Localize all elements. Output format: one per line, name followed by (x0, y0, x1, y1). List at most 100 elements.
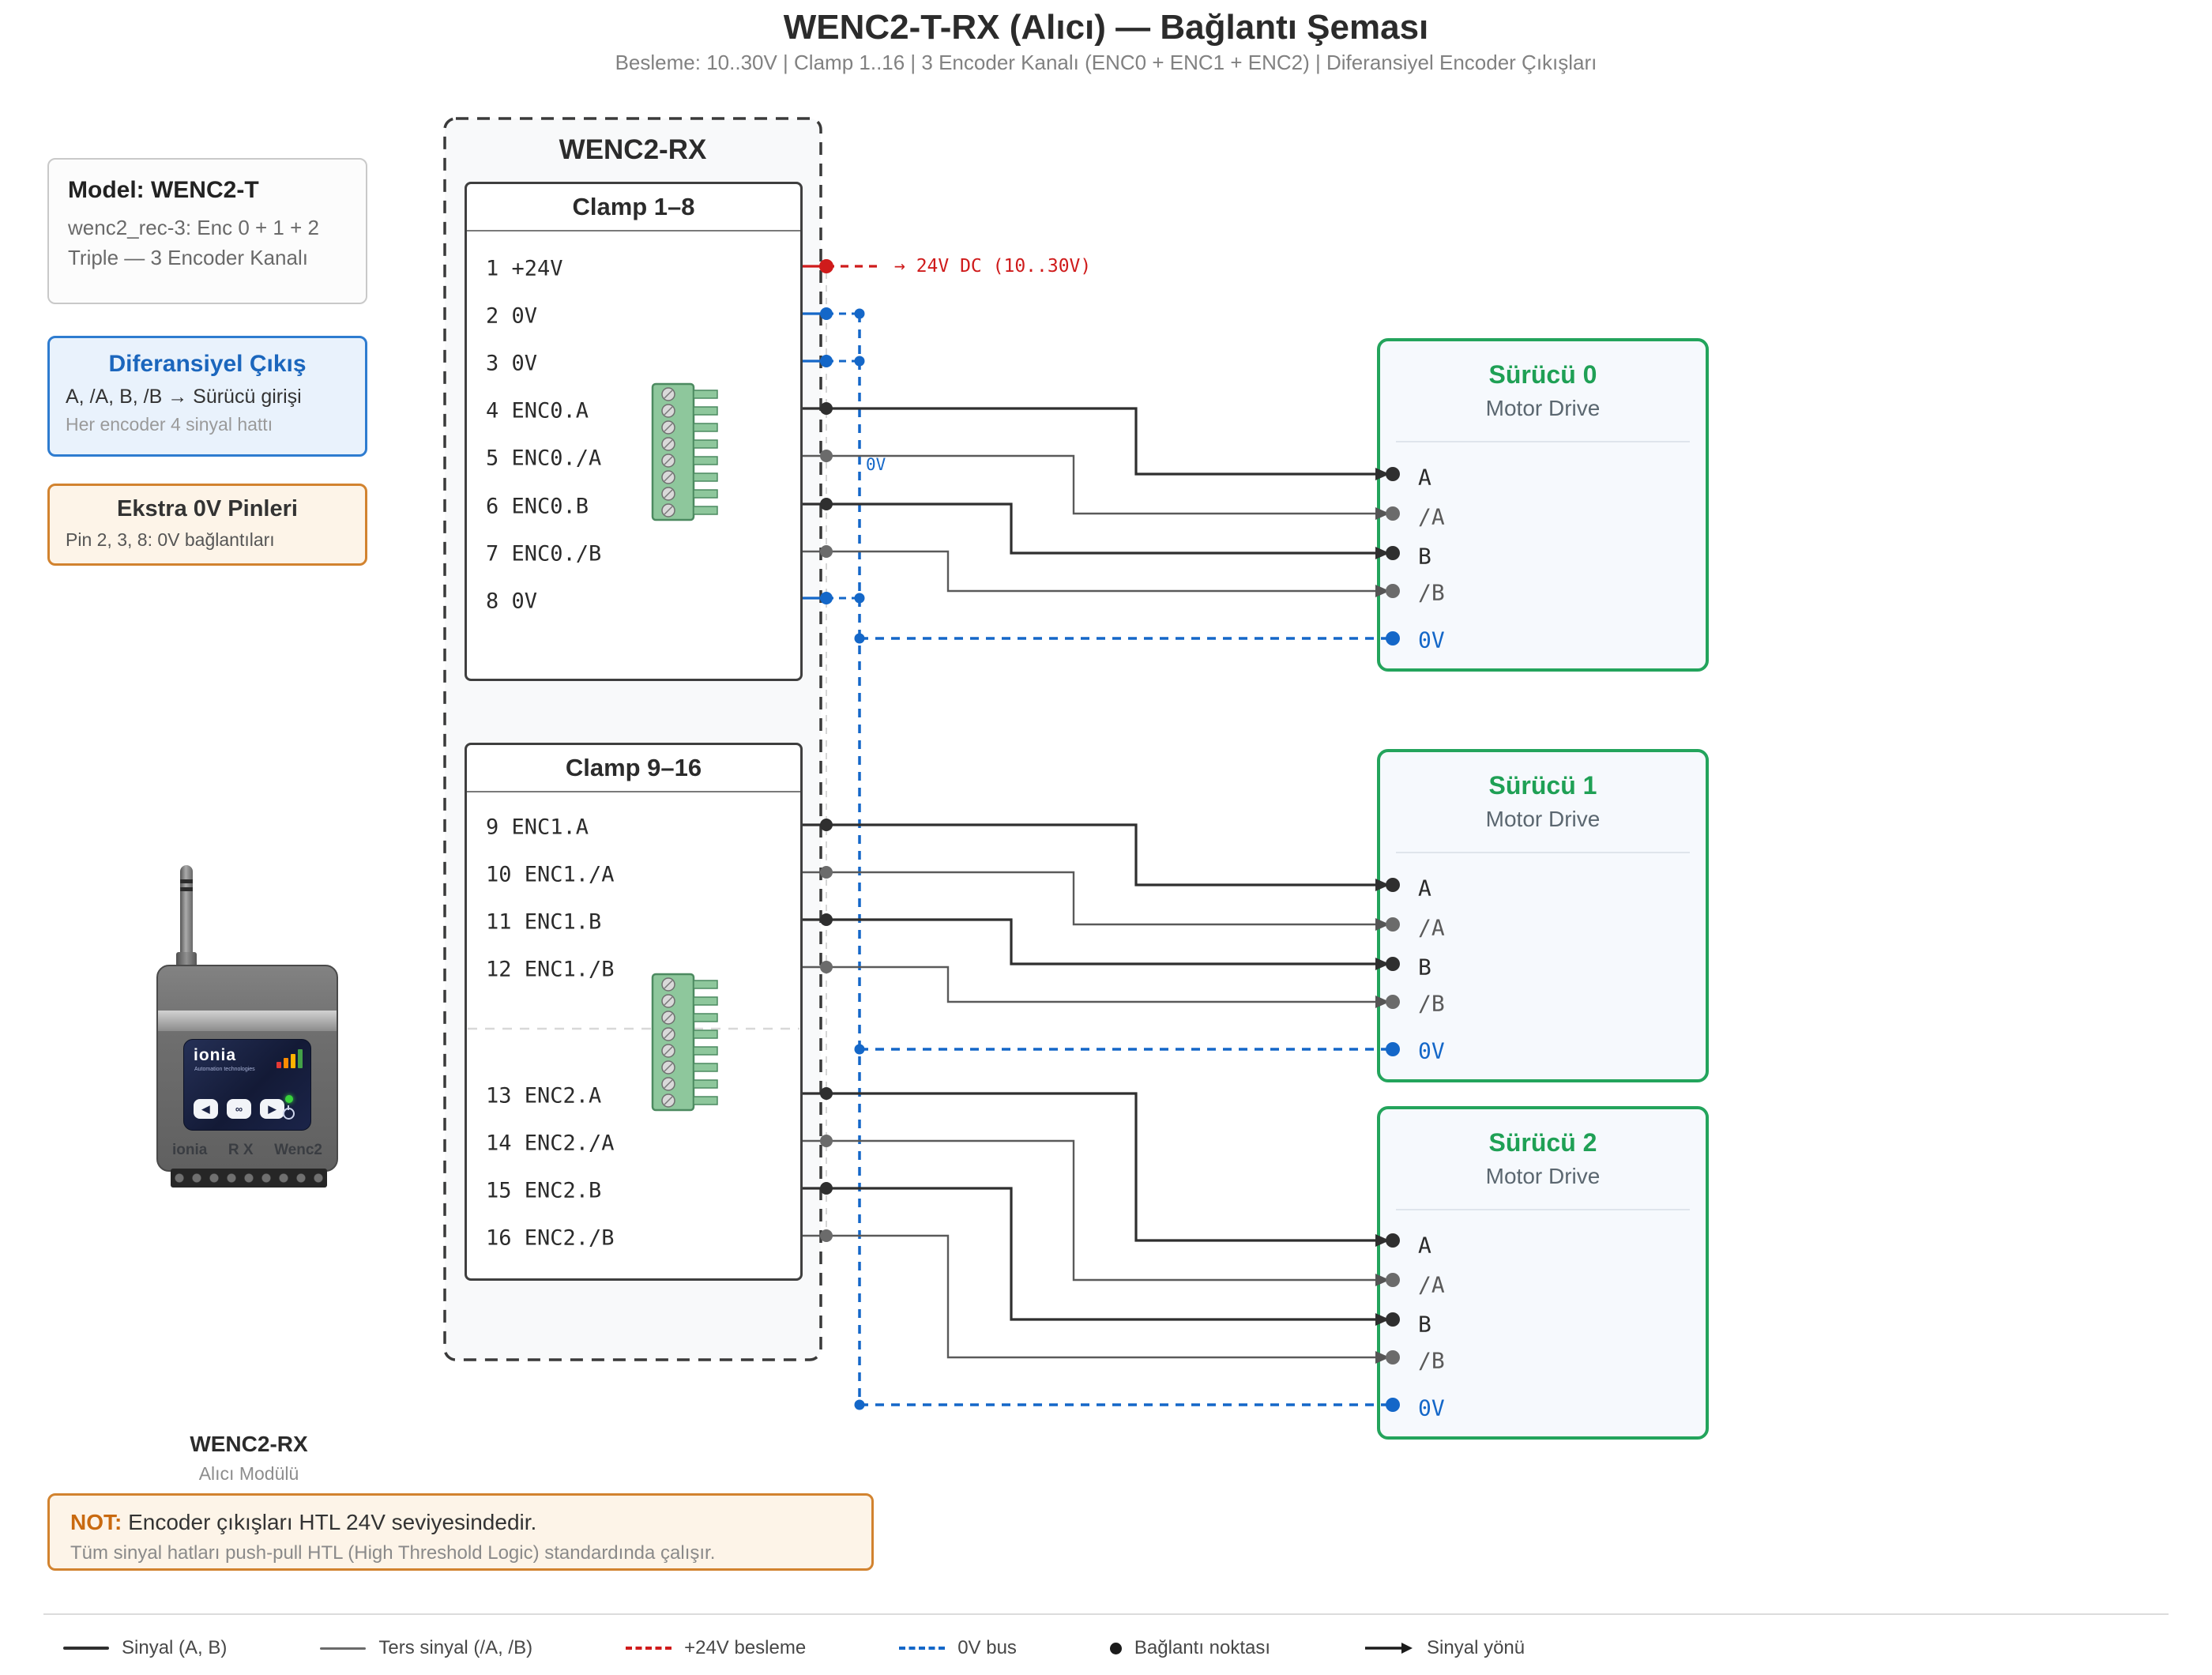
wire-enc2-b (803, 1187, 1375, 1321)
clamp-connection-dots (820, 402, 833, 1242)
inverse-line-swatch (320, 1647, 367, 1650)
legend-label: 0V bus (957, 1637, 1017, 1658)
legend: Sinyal (A, B) Ters sinyal (/A, /B) +24V … (63, 1626, 2165, 1670)
differential-output-title: Diferansiyel Çıkış (108, 351, 307, 377)
note-line-1: NOT: Encoder çıkışları HTL 24V seviyesin… (70, 1510, 851, 1535)
wire-enc0-a (803, 407, 1375, 476)
device-body-labels: ionia R X Wenc2 (172, 1142, 322, 1159)
enc2-wires (803, 1092, 1375, 1359)
pin-16: 16 ENC2./B (486, 1225, 615, 1251)
drive-0-input-0v: 0V (1418, 627, 1445, 653)
bus-0v-dots (820, 307, 1400, 1412)
pin-5: 5 ENC0./A (486, 446, 602, 471)
power-supply-label: → 24V DC (10..30V) (894, 256, 1092, 277)
legend-label: Sinyal (A, B) (122, 1637, 228, 1658)
pin-9: 9 ENC1.A (486, 815, 589, 840)
pin-13: 13 ENC2.A (486, 1083, 602, 1109)
clamp-1-8-header: Clamp 1–8 (467, 184, 800, 231)
extra-0v-pins-line: Pin 2, 3, 8: 0V bağlantıları (66, 529, 275, 550)
pin-10: 10 ENC1./A (486, 862, 615, 887)
enc1-wires (803, 823, 1375, 1003)
legend-item-0v-bus: 0V bus (899, 1637, 1017, 1659)
wire-enc1-a (803, 823, 1375, 886)
status-led (285, 1095, 293, 1103)
pin-8: 8 0V (486, 589, 538, 614)
drive-0-input-nb: /B (1418, 579, 1445, 606)
wire-enc0-b (803, 502, 1375, 555)
power-icon (283, 1105, 295, 1120)
device-label-model: Wenc2 (274, 1142, 322, 1158)
pin-14: 14 ENC2./A (486, 1131, 615, 1156)
brand-logo: ionia (194, 1046, 237, 1064)
power-dash-swatch (626, 1647, 672, 1650)
device-terminal-strip (171, 1169, 327, 1188)
wire-enc2-na (803, 1139, 1375, 1282)
device-buttons: ◀ ∞ ▶ (194, 1099, 284, 1119)
receiver-device-photo: ionia Automation technologies ◀ ∞ ▶ ioni… (150, 865, 348, 1189)
footer-divider (43, 1613, 2169, 1615)
device-front-panel: ionia Automation technologies ◀ ∞ ▶ (183, 1039, 311, 1131)
page-title: WENC2-T-RX (Alıcı) — Bağlantı Şeması (783, 8, 1429, 47)
enc0-wires (803, 407, 1375, 593)
legend-label: +24V besleme (684, 1637, 807, 1658)
device-caption: WENC2-RX (190, 1432, 308, 1456)
signal-bars-icon (276, 1049, 303, 1068)
pin-6: 6 ENC0.B (486, 494, 589, 519)
antenna-band (180, 879, 193, 883)
drive-2-input-na: /A (1418, 1271, 1445, 1298)
legend-item-signal: Sinyal (A, B) (63, 1637, 227, 1659)
model-info-box: Model: WENC2-T wenc2_rec-3: Enc 0 + 1 + … (47, 158, 367, 304)
left-arrow-button-icon: ◀ (194, 1099, 218, 1119)
drive-1-subtitle: Motor Drive (1485, 807, 1601, 831)
drive-2-input-b: B (1418, 1311, 1431, 1338)
legend-label: Ters sinyal (/A, /B) (378, 1637, 533, 1658)
drive-2-box: Sürücü 2 Motor Drive A /A B /B 0V (1377, 1106, 1709, 1440)
drive-0-box: Sürücü 0 Motor Drive A /A B /B 0V (1377, 338, 1709, 672)
drive-1-input-0v: 0V (1418, 1037, 1445, 1064)
extra-0v-pins-box: Ekstra 0V Pinleri Pin 2, 3, 8: 0V bağlan… (47, 484, 367, 566)
drive-2-input-a: A (1418, 1232, 1431, 1259)
pin-1: 1 +24V (486, 256, 563, 281)
drive-1-title: Sürücü 1 (1488, 771, 1597, 800)
differential-output-line-2: Her encoder 4 sinyal hattı (66, 414, 273, 435)
wire-enc1-b (803, 918, 1375, 965)
wire-enc0-nb (803, 550, 1375, 593)
power-connection-dot (819, 259, 833, 273)
wire-enc0-na (803, 454, 1375, 515)
drive-0-input-na: /A (1418, 503, 1445, 530)
legend-item-inverse-signal: Ters sinyal (/A, /B) (320, 1637, 532, 1659)
pin-4: 4 ENC0.A (486, 398, 589, 423)
drive-2-input-nb: /B (1418, 1347, 1445, 1374)
pin-7: 7 ENC0./B (486, 541, 602, 566)
model-title: Model: WENC2-T (68, 177, 259, 203)
drive-1-divider (1396, 852, 1690, 853)
legend-label: Bağlantı noktası (1134, 1637, 1271, 1658)
device-subcaption: Alıcı Modülü (198, 1463, 299, 1484)
note-line-2: Tüm sinyal hatları push-pull HTL (High T… (70, 1542, 716, 1564)
link-button-icon: ∞ (227, 1099, 251, 1119)
pin-3: 3 0V (486, 351, 538, 376)
connection-dot-swatch (1109, 1642, 1122, 1654)
wire-enc1-nb (803, 965, 1375, 1003)
drive-2-title: Sürücü 2 (1488, 1128, 1597, 1157)
wire-enc2-a (803, 1092, 1375, 1242)
bus-0v-wires (803, 312, 1388, 1406)
differential-output-box: Diferansiyel Çıkış A, /A, B, /B → Sürücü… (47, 336, 367, 457)
bus-0v-branches (860, 637, 1388, 1406)
clamp-1-8-box: Clamp 1–8 1 +24V 2 0V 3 0V 4 ENC0.A 5 EN… (465, 182, 803, 681)
right-arrow-button-icon: ▶ (260, 1099, 284, 1119)
drive-0-divider (1396, 441, 1690, 442)
drive-0-input-b: B (1418, 543, 1431, 570)
device-label-brand: ionia (172, 1142, 208, 1158)
page-subtitle: Besleme: 10..30V | Clamp 1..16 | 3 Encod… (615, 51, 1597, 74)
legend-item-24v: +24V besleme (626, 1637, 806, 1659)
drive-0-subtitle: Motor Drive (1485, 396, 1601, 420)
device-body: ionia Automation technologies ◀ ∞ ▶ ioni… (156, 965, 338, 1172)
drive-1-input-b: B (1418, 954, 1431, 981)
note-text: Encoder çıkışları HTL 24V seviyesindedir… (122, 1510, 537, 1534)
wire-enc2-nb (803, 1234, 1375, 1359)
legend-item-connection-point: Bağlantı noktası (1109, 1637, 1271, 1659)
clamp-9-16-box: Clamp 9–16 9 ENC1.A 10 ENC1./A 11 ENC1.B… (465, 743, 803, 1281)
drive-2-subtitle: Motor Drive (1485, 1164, 1601, 1188)
